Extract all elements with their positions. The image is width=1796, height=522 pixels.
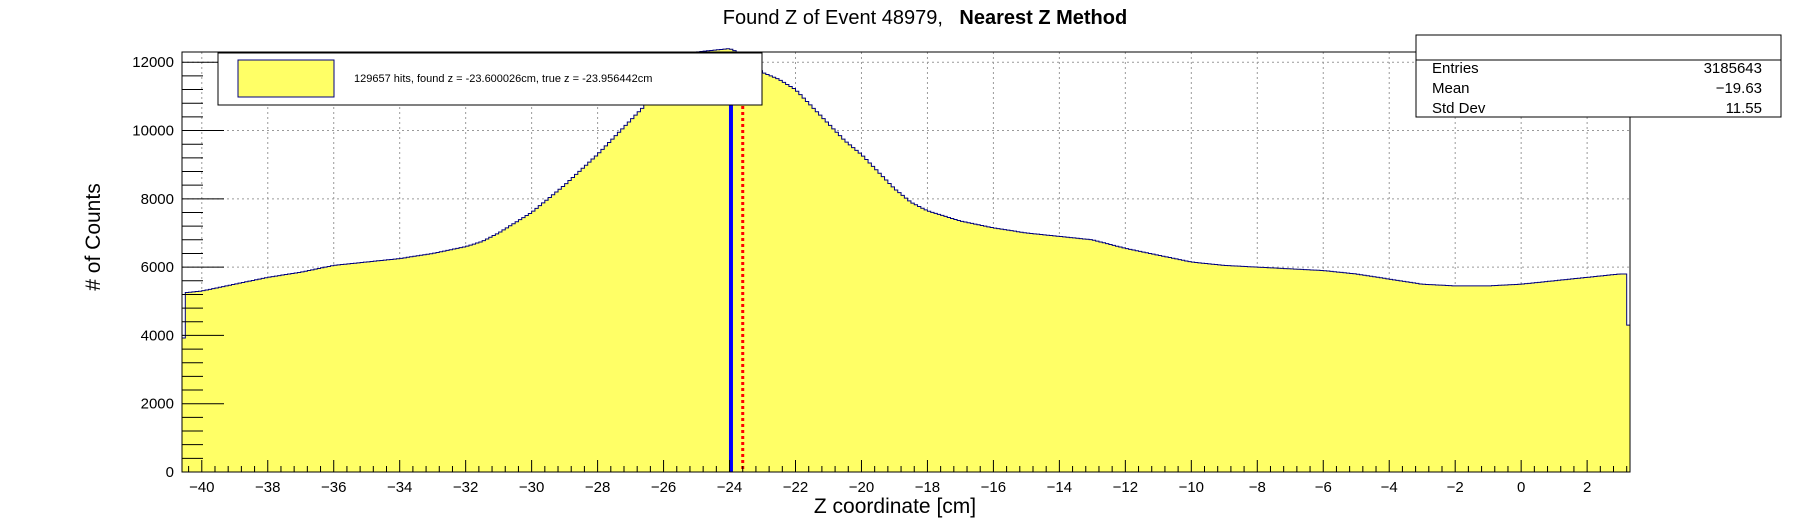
stats-frame [1415,34,1782,118]
legend-label: 129657 hits, found z = -23.600026cm, tru… [354,73,652,85]
chart-title: Found Z of Event 48979, Nearest Z Method [723,7,1127,29]
chart-title-normal: Found Z of Event 48979, [723,7,943,29]
stats-entries-value: 3185643 [1704,60,1762,77]
x-tick-label: −6 [1315,479,1332,496]
x-tick-label: −34 [387,479,412,496]
chart-title-bold: Nearest Z Method [959,7,1127,29]
stats-mean-value: −19.63 [1716,80,1762,97]
x-tick-label: −24 [717,479,742,496]
x-axis-title: Z coordinate [cm] [814,495,976,518]
x-tick-label: −4 [1381,479,1398,496]
plot-frame [181,51,1631,473]
y-tick-label: 10000 [132,123,174,140]
stats-stddev-value: 11.55 [1726,100,1762,117]
marker-layer [728,52,745,472]
stats-box: Entries 3185643 Mean −19.63 Std Dev 11.5… [1415,34,1782,118]
x-tick-label: 2 [1583,479,1591,496]
x-tick-label: −28 [585,479,610,496]
x-tick-label: 0 [1517,479,1525,496]
stats-entries-label: Entries [1432,60,1479,77]
x-tick-label: −18 [915,479,940,496]
x-tick-label: −40 [189,479,214,496]
x-tick-label: −32 [453,479,478,496]
x-tick-label: −30 [519,479,544,496]
y-tick-label: 4000 [141,327,174,344]
stats-stddev-label: Std Dev [1432,100,1486,117]
x-tick-label: −14 [1047,479,1072,496]
histogram-layer [181,48,1631,473]
stats-mean-label: Mean [1432,80,1470,97]
x-tick-label: −16 [981,479,1006,496]
x-tick-label: −10 [1179,479,1204,496]
x-tick-label: −22 [783,479,808,496]
legend: 129657 hits, found z = -23.600026cm, tru… [217,52,763,106]
y-tick-label: 2000 [141,396,174,413]
x-tick-label: −20 [849,479,874,496]
y-axis-title: # of Counts [82,183,105,290]
x-tick-label: −26 [651,479,676,496]
axis-layer: −40 −38 −36 −34 −32 −30 −28 −26 −24 −22 −20 −18 −16−… [132,51,1631,496]
y-tick-label: 0 [166,464,174,481]
y-tick-label: 12000 [132,54,174,71]
legend-swatch [237,59,335,98]
x-tick-label: −12 [1113,479,1138,496]
y-tick-label: 6000 [141,259,174,276]
x-tick-label: −8 [1249,479,1266,496]
y-tick-label: 8000 [141,191,174,208]
x-tick-label: −2 [1447,479,1464,496]
x-tick-label: −36 [321,479,346,496]
x-tick-label: −38 [255,479,280,496]
histogram-bars [181,48,1631,473]
